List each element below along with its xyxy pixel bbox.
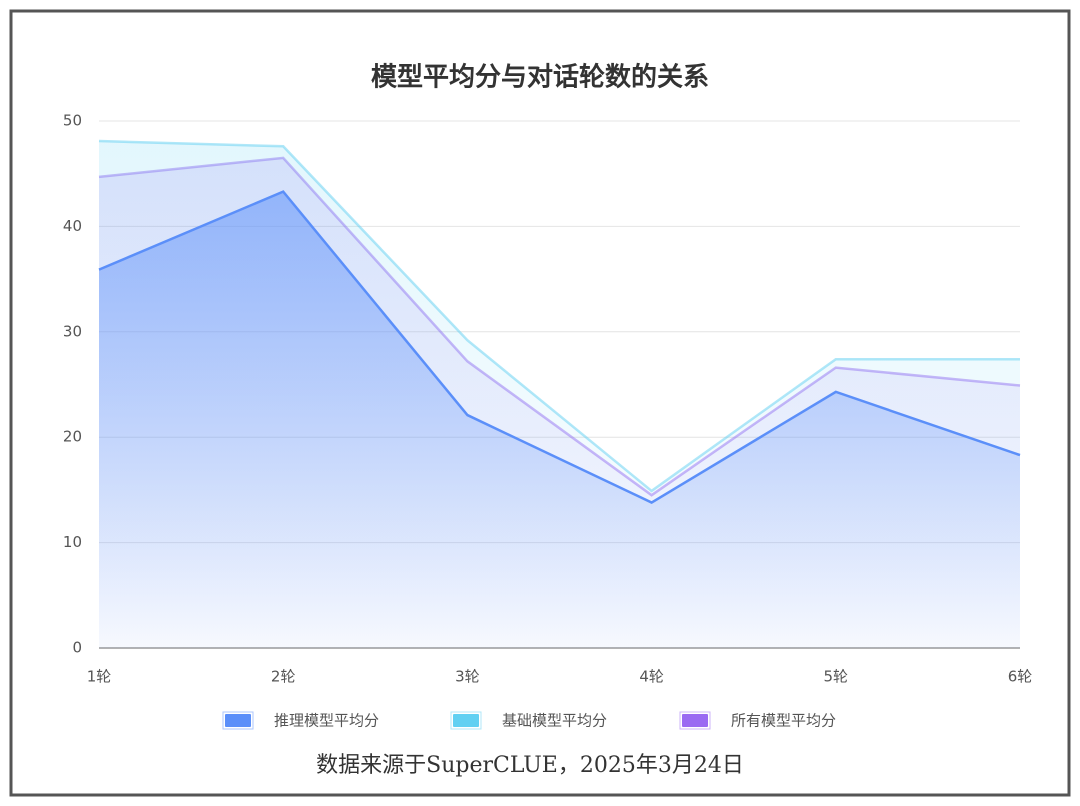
legend-swatch-border [450, 711, 482, 730]
legend-label: 基础模型平均分 [502, 712, 607, 730]
legend-label: 推理模型平均分 [274, 712, 379, 730]
y-tick-label: 20 [63, 428, 82, 446]
y-tick-label: 40 [63, 217, 82, 235]
x-tick-label: 6轮 [1008, 668, 1033, 686]
legend-swatch-border [222, 711, 254, 730]
line [98, 190, 1021, 504]
x-tick-label: 2轮 [271, 668, 296, 686]
chart-title: 模型平均分与对话轮数的关系 [371, 62, 709, 93]
x-tick-label: 5轮 [824, 668, 849, 686]
x-tick-label: 1轮 [87, 668, 112, 686]
legend-label: 所有模型平均分 [731, 712, 836, 730]
legend-swatch [680, 712, 710, 729]
y-tick-label: 50 [63, 112, 82, 130]
legend-swatch [223, 712, 253, 729]
x-tick-label: 4轮 [639, 668, 664, 686]
line [98, 139, 1020, 493]
legend-swatch-border [679, 711, 711, 730]
y-tick-label: 0 [72, 639, 82, 657]
y-tick-label: 10 [63, 533, 82, 551]
source-note: 数据来源于SuperCLUE，2025年3月24日 [316, 753, 744, 778]
area [99, 191, 1020, 649]
y-tick-label: 30 [63, 322, 82, 340]
legend-swatch [451, 712, 481, 729]
x-tick-label: 3轮 [455, 668, 480, 686]
